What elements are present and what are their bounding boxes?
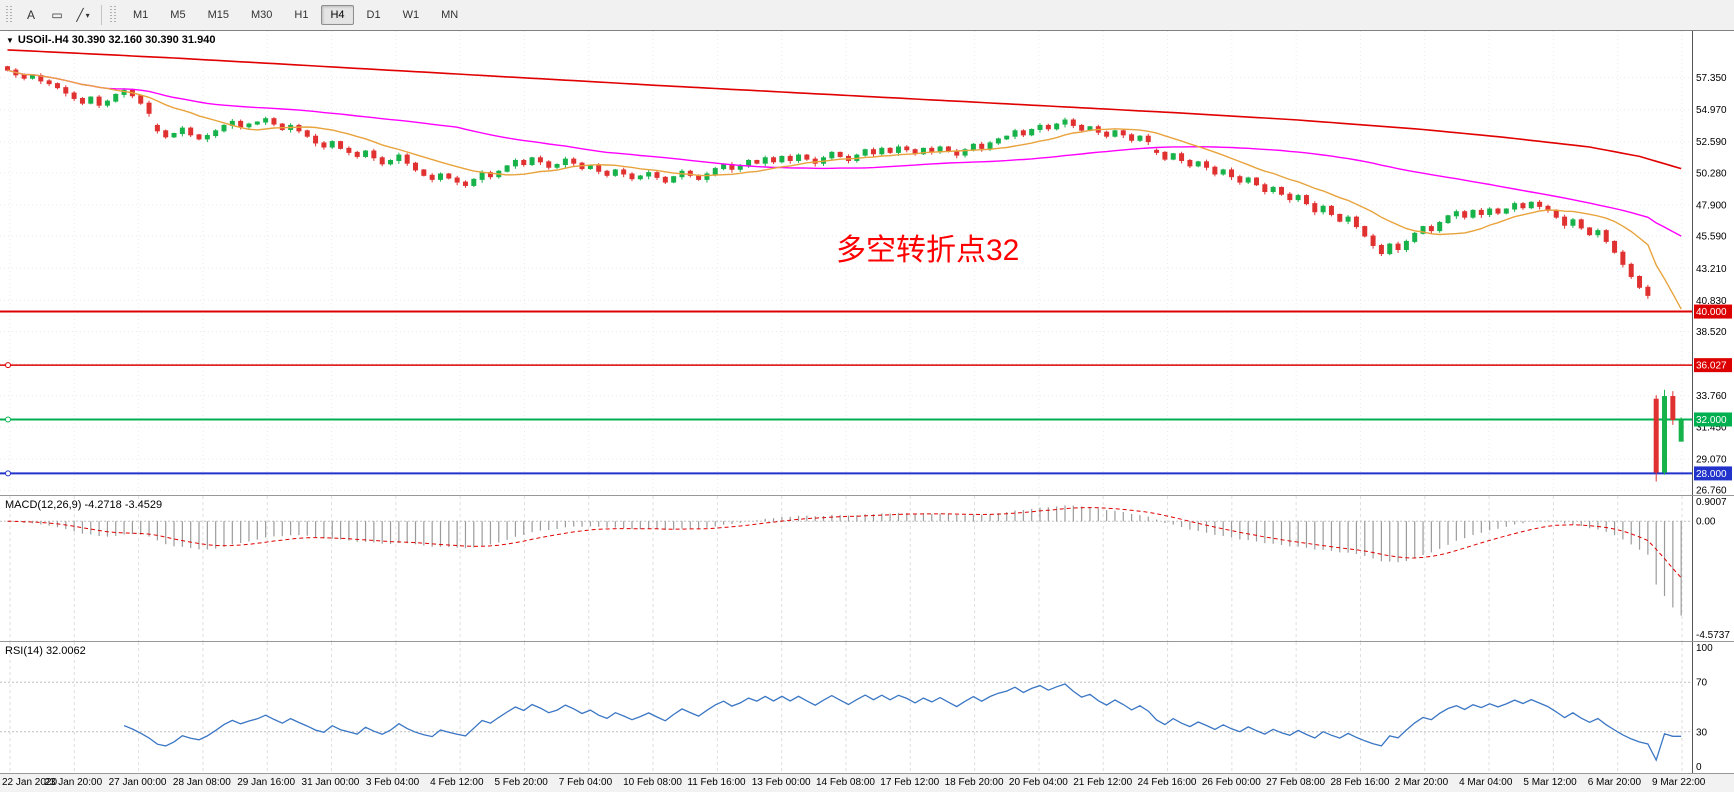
timeframe-m5-button[interactable]: M5 [170,9,186,21]
timeframe-m30-button[interactable]: M30 [250,9,273,21]
time-axis-label: 7 Feb 04:00 [558,777,613,788]
price-tag-32.000: 32.000 [1696,415,1727,426]
time-axis-label: 11 Feb 16:00 [687,777,746,788]
time-axis-label: 18 Feb 20:00 [944,777,1004,788]
time-axis-label: 5 Mar 12:00 [1523,777,1577,788]
time-axis-label: 17 Feb 12:00 [880,777,940,788]
rsi-label: RSI(14) 32.0062 [5,645,86,657]
time-axis-label: 28 Feb 16:00 [1330,777,1390,788]
macd-canvas: 0.9007 0.00 -4.5737 [0,496,1730,641]
timeframe-d1-button[interactable]: D1 [366,9,381,21]
price-axis-label: 38.520 [1696,327,1727,338]
time-axis-label: 2 Mar 20:00 [1394,777,1449,788]
price-axis-label: 43.210 [1696,264,1727,275]
toolbar: A ▭ ╱ ▾ M1 M5 M15 M30 H1 H4 D1 W1 MN [0,0,1734,30]
price-axis-label: 57.350 [1696,73,1727,84]
line-studies-tool-icon: ╱ [76,8,84,22]
time-axis-label: 29 Jan 16:00 [237,777,296,788]
time-axis-label: 4 Mar 04:00 [1459,777,1513,788]
time-axis-label: 27 Feb 08:00 [1266,777,1326,788]
time-axis-label: 28 Jan 08:00 [172,777,231,788]
price-axis-label: 52.590 [1696,137,1727,148]
toolbar-grip[interactable] [6,6,13,24]
rsi-axis-label: 0 [1696,762,1702,773]
text-label-tool-button[interactable]: A [19,4,43,26]
candles [5,65,1684,482]
horizontal-level-lines [0,310,1692,477]
rsi-axis-label: 70 [1696,678,1708,689]
macd-axis-label: 0.00 [1696,517,1716,528]
price-axis-label: 29.070 [1696,454,1727,465]
time-axis-label: 5 Feb 20:00 [494,777,548,788]
time-axis-label: 21 Feb 12:00 [1073,777,1133,788]
macd-axis: 0.9007 0.00 -4.5737 [1692,496,1730,641]
macd-histogram [15,505,1682,616]
toolbar-separator [101,5,102,25]
macd-panel[interactable]: 0.9007 0.00 -4.5737 MACD(12,26,9) -4.2718 … [0,496,1734,642]
shapes-tool-icon: ▭ [51,8,63,22]
main-chart-panel[interactable]: 57.350 54.970 52.590 50.280 47.900 45.590 43.2… [0,31,1734,496]
price-axis-label: 31.450 [1696,422,1727,433]
price-axis-label: 45.590 [1696,232,1727,243]
timeframe-m15-button[interactable]: M15 [207,9,229,21]
price-axis-label: 47.900 [1696,201,1727,212]
gridlines [0,642,1692,773]
price-axis-label: 33.760 [1696,391,1727,402]
price-axis: 57.350 54.970 52.590 50.280 47.900 45.590 43.2… [1692,31,1732,495]
dropdown-caret-icon: ▾ [85,10,90,20]
time-axis-label: 23 Jan 20:00 [44,777,103,788]
time-axis-label: 9 Mar 22:00 [1652,777,1706,788]
price-tag-28.000: 28.000 [1696,469,1727,480]
moving-averages [7,49,1682,310]
drawing-tools-group: A ▭ ╱ ▾ [19,4,95,26]
line-studies-tool-button[interactable]: ╱ ▾ [71,4,95,26]
price-axis-label: 40.830 [1696,296,1727,307]
time-axis-label: 24 Feb 16:00 [1137,777,1197,788]
chart-window: 57.350 54.970 52.590 50.280 47.900 45.590 43.2… [0,30,1734,792]
rsi-axis-label: 30 [1696,727,1708,738]
time-axis-label: 27 Jan 00:00 [108,777,167,788]
gridlines [0,496,1692,641]
time-axis-label: 14 Feb 08:00 [816,777,875,788]
time-axis-label: 10 Feb 08:00 [623,777,682,788]
timeframe-toolbar-grip[interactable] [110,6,117,24]
chart-title-arrow-icon: ▼ [6,35,14,45]
rsi-line [123,683,1682,762]
main-chart-canvas: 57.350 54.970 52.590 50.280 47.900 45.590 43.2… [0,31,1732,495]
timeframe-w1-button[interactable]: W1 [402,9,420,21]
chart-title-text: USOil-.H4 30.390 32.160 30.390 31.940 [17,34,216,46]
rsi-axis-label: 100 [1696,643,1713,654]
chart-title: ▼ USOil-.H4 30.390 32.160 30.390 31.940 [6,34,215,46]
time-axis-label: 20 Feb 04:00 [1008,777,1068,788]
gridlines [0,31,1692,495]
time-axis-label: 26 Feb 00:00 [1201,777,1261,788]
timeframe-group: M1 M5 M15 M30 H1 H4 D1 W1 MN [123,5,468,25]
price-axis-label: 54.970 [1696,105,1727,116]
timeframe-m1-button[interactable]: M1 [133,9,149,21]
rsi-canvas: 100 70 30 0 [0,642,1713,773]
timeframe-mn-button[interactable]: MN [441,9,459,21]
shapes-tool-button[interactable]: ▭ [45,4,69,26]
macd-signal-line [7,507,1682,579]
rsi-panel[interactable]: 100 70 30 0 RSI(14) 32.0062 [0,642,1734,774]
rsi-axis: 100 70 30 0 [1692,642,1713,773]
time-axis-label: 4 Feb 12:00 [430,777,484,788]
time-axis-label: 31 Jan 00:00 [301,777,360,788]
timeframe-h4-button[interactable]: H4 [321,5,354,25]
time-axis-label: 3 Feb 04:00 [365,777,420,788]
time-axis-label: 22 Jan 2020 [2,777,58,788]
time-axis-label: 6 Mar 20:00 [1587,777,1642,788]
price-tag-36.027: 36.027 [1696,361,1727,372]
macd-axis-label: 0.9007 [1696,497,1727,508]
chart-annotation-text[interactable]: 多空转折点32 [836,234,1020,267]
macd-label: MACD(12,26,9) -4.2718 -3.4529 [5,499,163,511]
price-axis-label: 26.760 [1696,486,1727,495]
time-axis-label: 13 Feb 00:00 [751,777,811,788]
timeframe-h1-button[interactable]: H1 [294,9,309,21]
text-label-tool-icon: A [26,8,35,22]
time-axis[interactable]: 22 Jan 2020 23 Jan 20:00 27 Jan 00:00 28 Ja… [0,774,1734,792]
macd-axis-label: -4.5737 [1696,630,1730,641]
price-tag-40.000: 40.000 [1696,307,1727,318]
price-axis-label: 50.280 [1696,168,1727,179]
